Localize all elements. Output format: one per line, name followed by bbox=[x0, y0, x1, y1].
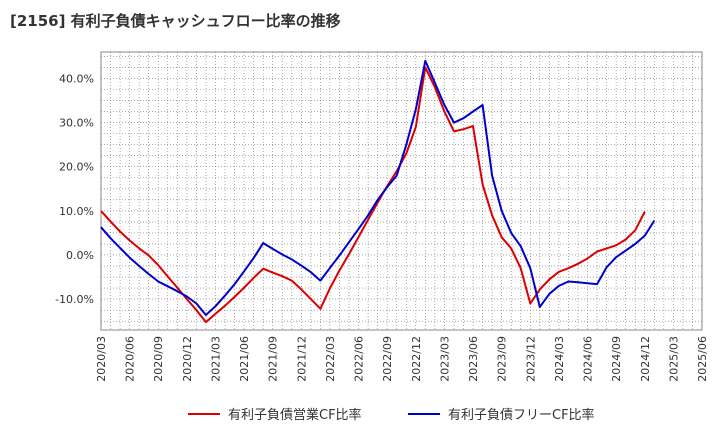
y-tick-label: 30.0% bbox=[59, 117, 94, 130]
x-tick-label: 2023/12 bbox=[524, 336, 537, 382]
x-tick-label: 2021/09 bbox=[267, 336, 280, 382]
y-tick-label: 10.0% bbox=[59, 205, 94, 218]
x-tick-label: 2020/12 bbox=[181, 336, 194, 382]
x-tick-label: 2022/09 bbox=[381, 336, 394, 382]
x-tick-label: 2020/09 bbox=[152, 336, 165, 382]
x-tick-label: 2024/12 bbox=[639, 336, 652, 382]
x-tick-label: 2021/12 bbox=[295, 336, 308, 382]
x-tick-label: 2025/03 bbox=[667, 336, 680, 382]
x-tick-label: 2022/12 bbox=[410, 336, 423, 382]
series-line-1 bbox=[100, 66, 646, 324]
legend: 有利子負債営業CF比率 有利子負債フリーCF比率 bbox=[188, 407, 595, 423]
series-line-2 bbox=[100, 59, 656, 316]
y-tick-label: 20.0% bbox=[59, 161, 94, 174]
y-tick-label: 0.0% bbox=[66, 249, 94, 262]
plot-area bbox=[100, 51, 703, 331]
x-tick-label: 2024/03 bbox=[553, 336, 566, 382]
x-tick-label: 2021/06 bbox=[238, 336, 251, 382]
y-tick-label: 40.0% bbox=[59, 72, 94, 85]
legend-label-1: 有利子負債営業CF比率 bbox=[228, 407, 362, 423]
x-tick-label: 2022/06 bbox=[353, 336, 366, 382]
x-tick-label: 2022/03 bbox=[324, 336, 337, 382]
x-tick-label: 2023/06 bbox=[467, 336, 480, 382]
chart-title: [2156] 有利子負債キャッシュフロー比率の推移 bbox=[10, 12, 341, 30]
y-axis: 40.0% 30.0% 20.0% 10.0% 0.0% -10.0% bbox=[55, 72, 94, 306]
x-tick-label: 2021/03 bbox=[209, 336, 222, 382]
series-lines bbox=[100, 59, 656, 324]
x-tick-label: 2023/09 bbox=[496, 336, 509, 382]
x-tick-label: 2024/09 bbox=[610, 336, 623, 382]
x-tick-label: 2020/06 bbox=[124, 336, 137, 382]
x-tick-label: 2025/06 bbox=[696, 336, 709, 382]
legend-label-2: 有利子負債フリーCF比率 bbox=[448, 407, 595, 423]
y-tick-label: -10.0% bbox=[55, 293, 94, 306]
x-axis: 2020/03 2020/06 2020/09 2020/12 2021/03 2021/… bbox=[95, 336, 709, 382]
x-tick-label: 2020/03 bbox=[95, 336, 108, 382]
x-tick-label: 2024/06 bbox=[582, 336, 595, 382]
x-tick-label: 2023/03 bbox=[438, 336, 451, 382]
